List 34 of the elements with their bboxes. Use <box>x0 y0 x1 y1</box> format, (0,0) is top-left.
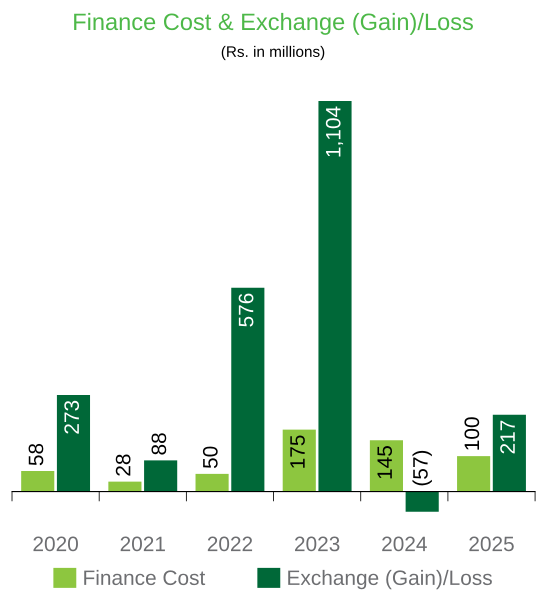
x-tick-label: 2022 <box>208 536 252 552</box>
chart-subtitle: (Rs. in millions) <box>222 46 324 60</box>
data-label: 175 <box>290 435 305 468</box>
data-label: 100 <box>464 417 480 450</box>
bar <box>108 482 142 492</box>
data-label: 1,104 <box>326 106 344 156</box>
chart-title: Finance Cost & Exchange (Gain)/Loss <box>74 12 473 35</box>
data-label: (57) <box>412 450 432 486</box>
bar <box>144 460 178 492</box>
data-label: 50 <box>202 446 218 468</box>
legend-label: Finance Cost <box>84 570 206 586</box>
bar <box>406 492 439 512</box>
data-label: 88 <box>151 433 166 455</box>
data-label: 576 <box>238 294 254 327</box>
bar <box>21 471 54 492</box>
bar <box>196 474 229 492</box>
data-label: 28 <box>116 454 130 476</box>
data-label: 145 <box>377 446 392 478</box>
data-label: 58 <box>28 444 44 466</box>
bar <box>318 100 352 492</box>
x-tick-label: 2020 <box>33 536 78 552</box>
bar <box>370 440 404 492</box>
bar <box>282 430 316 492</box>
x-tick-label: 2025 <box>469 536 514 552</box>
bar <box>492 414 526 492</box>
bar <box>56 394 90 492</box>
x-tick-label: 2021 <box>120 536 165 552</box>
data-label: 273 <box>64 400 80 434</box>
x-tick-label: 2024 <box>382 536 427 552</box>
bar <box>457 456 490 492</box>
legend-label: Exchange (Gain)/Loss <box>288 570 492 590</box>
data-label: 217 <box>500 420 515 454</box>
bar <box>231 288 264 492</box>
x-tick-label: 2023 <box>295 536 340 552</box>
